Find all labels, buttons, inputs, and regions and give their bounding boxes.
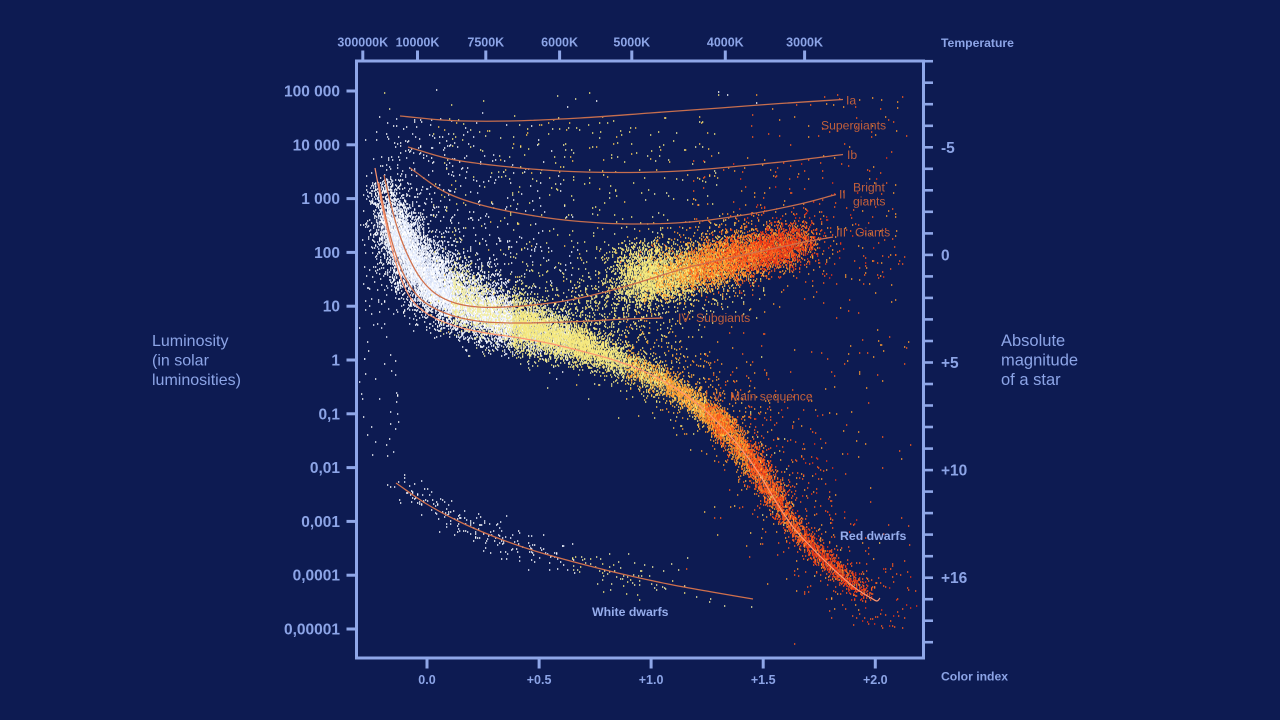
svg-text:giants: giants xyxy=(853,195,886,209)
svg-text:Main sequence: Main sequence xyxy=(730,390,813,404)
svg-text:10 000: 10 000 xyxy=(293,137,340,154)
svg-text:Absolute: Absolute xyxy=(1001,332,1065,350)
svg-text:10: 10 xyxy=(323,299,340,316)
svg-text:Temperature: Temperature xyxy=(941,36,1014,50)
svg-text:0,001: 0,001 xyxy=(301,514,340,531)
svg-text:V: V xyxy=(713,390,722,404)
svg-text:IV: IV xyxy=(678,311,690,325)
svg-text:Supergiants: Supergiants xyxy=(821,119,886,133)
svg-text:III: III xyxy=(836,226,846,240)
svg-text:0,00001: 0,00001 xyxy=(284,622,340,639)
svg-text:1: 1 xyxy=(331,353,340,370)
svg-text:+10: +10 xyxy=(941,463,967,480)
svg-text:4000K: 4000K xyxy=(707,36,744,50)
svg-text:+16: +16 xyxy=(941,570,968,587)
svg-text:5000K: 5000K xyxy=(613,36,650,50)
svg-text:0.0: 0.0 xyxy=(418,673,435,687)
svg-text:Color index: Color index xyxy=(941,670,1008,684)
svg-text:+1.5: +1.5 xyxy=(751,673,776,687)
svg-text:6000K: 6000K xyxy=(541,36,578,50)
svg-text:White dwarfs: White dwarfs xyxy=(592,605,669,619)
svg-text:(in solar: (in solar xyxy=(152,353,210,370)
svg-text:+0.5: +0.5 xyxy=(527,673,552,687)
svg-text:Bright: Bright xyxy=(853,181,885,195)
svg-text:0: 0 xyxy=(941,247,950,264)
svg-text:Giants: Giants xyxy=(855,226,890,240)
svg-text:Ib: Ib xyxy=(847,148,857,162)
svg-text:magnitude: magnitude xyxy=(1001,352,1078,370)
svg-text:-5: -5 xyxy=(941,140,955,157)
svg-text:3000K: 3000K xyxy=(786,36,823,50)
svg-text:+5: +5 xyxy=(941,355,959,372)
svg-text:Ia: Ia xyxy=(846,94,856,108)
svg-text:II: II xyxy=(839,188,846,202)
svg-text:10000K: 10000K xyxy=(396,36,440,50)
svg-text:300000K: 300000K xyxy=(337,36,388,50)
svg-text:luminosities): luminosities) xyxy=(152,372,241,389)
svg-text:0,01: 0,01 xyxy=(310,460,341,477)
svg-text:100: 100 xyxy=(314,245,340,262)
svg-text:1 000: 1 000 xyxy=(301,191,340,208)
svg-text:Luminosity: Luminosity xyxy=(152,333,228,350)
svg-text:+2.0: +2.0 xyxy=(863,673,888,687)
svg-text:0,1: 0,1 xyxy=(318,406,340,423)
svg-text:of a star: of a star xyxy=(1001,371,1061,389)
svg-text:Subgiants: Subgiants xyxy=(696,311,750,325)
svg-text:0,0001: 0,0001 xyxy=(293,568,341,585)
svg-text:+1.0: +1.0 xyxy=(639,673,664,687)
svg-text:Red dwarfs: Red dwarfs xyxy=(840,529,906,543)
svg-text:7500K: 7500K xyxy=(467,36,504,50)
svg-text:100 000: 100 000 xyxy=(284,84,340,101)
